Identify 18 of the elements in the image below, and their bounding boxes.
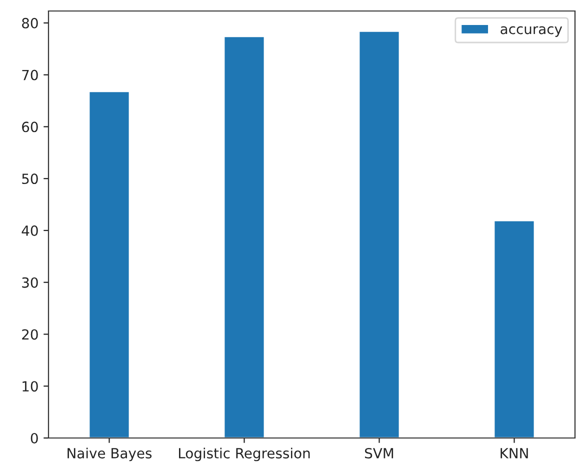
x-tick-label: KNN	[500, 448, 528, 458]
y-tick-label: 30	[22, 277, 38, 288]
x-tick-label: SVM	[365, 448, 394, 458]
y-tick-label: 70	[22, 70, 38, 80]
y-tick-label: 40	[22, 225, 38, 236]
y-tick-label: 20	[22, 329, 38, 340]
bar	[88, 90, 130, 438]
bar	[493, 220, 536, 438]
y-tick-label: 50	[22, 174, 38, 184]
y-tick-label: 80	[22, 18, 38, 28]
y-tick-label: 60	[22, 122, 38, 132]
bar	[358, 30, 400, 438]
y-tick-label: 10	[22, 381, 38, 392]
x-tick-label: Logistic Regression	[179, 448, 310, 462]
legend-label: accuracy	[500, 26, 562, 37]
x-tick-label: Naive Bayes	[68, 448, 152, 462]
bar	[223, 36, 266, 438]
y-tick-label: 0	[30, 432, 38, 444]
